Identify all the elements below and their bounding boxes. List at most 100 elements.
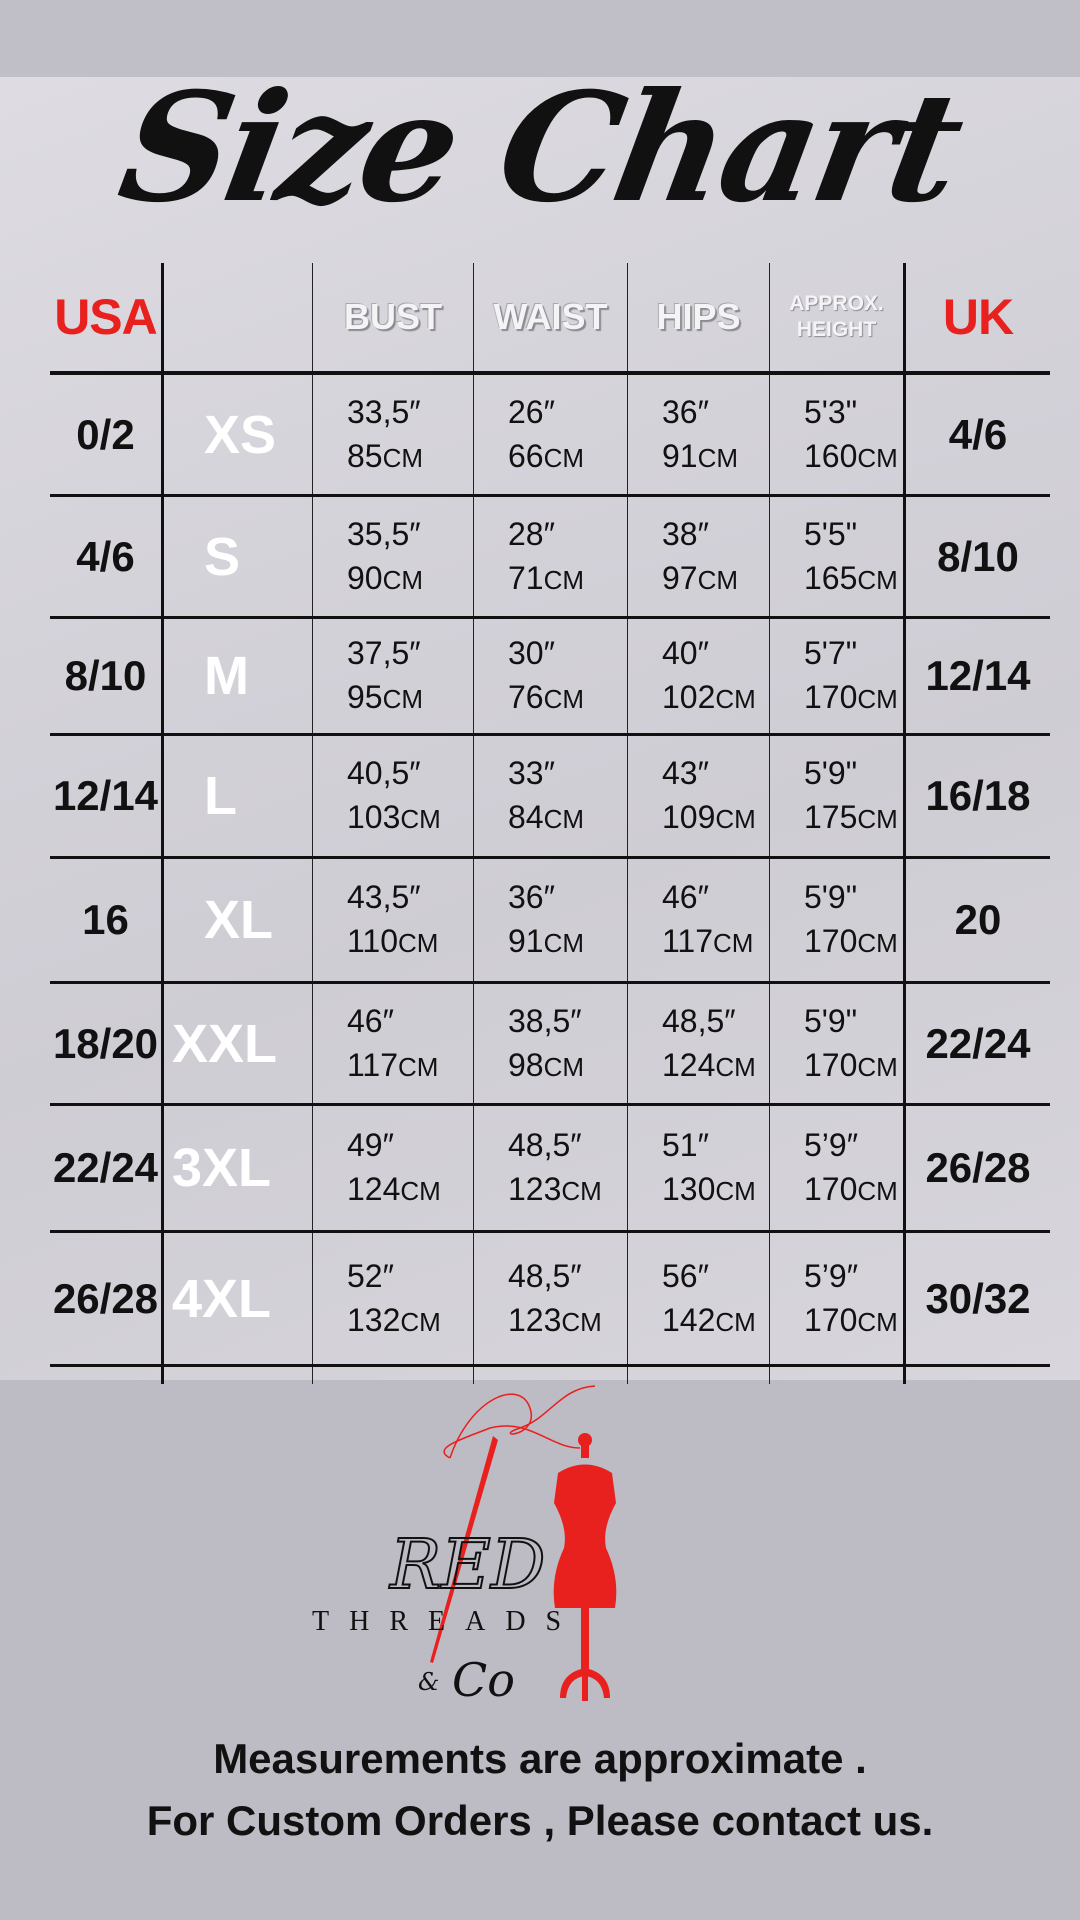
hips-inches: 40″ — [662, 635, 709, 671]
waist-inches: 33″ — [508, 755, 555, 791]
table-row: 4/6 S 35,5″ 90CM 28″ 71CM 38″ 97CM 5'5" 165CM 8/10 — [50, 497, 1050, 619]
hips-cm: 124CM — [662, 1046, 756, 1083]
waist-cm: 91CM — [508, 923, 585, 959]
header-height-line2: HEIGHT — [796, 318, 877, 341]
size-label: L — [164, 736, 313, 856]
usa-size: 16 — [50, 859, 164, 981]
bust-inches: 43,5″ — [347, 879, 421, 915]
height-inches: 5'5" — [804, 515, 858, 552]
size-label: S — [164, 497, 313, 616]
logo-red: RED — [388, 1526, 545, 1605]
bust-inches: 49″ — [347, 1127, 394, 1163]
bust-inches: 37,5″ — [347, 635, 421, 671]
bust-cm: 132CM — [347, 1301, 441, 1338]
height-cm: 170CM — [804, 1301, 898, 1338]
usa-size: 22/24 — [50, 1106, 164, 1230]
size-table: USA BUST WAIST HIPS APPROX. HEIGHT UK 0/… — [50, 263, 1050, 1384]
bust-cm: 103CM — [347, 799, 441, 835]
height-cm: 170CM — [804, 1046, 898, 1083]
bust-inches: 33,5″ — [347, 393, 421, 430]
size-label: XXL — [164, 984, 313, 1103]
header-bust: BUST — [313, 263, 474, 371]
bust-cm: 90CM — [347, 559, 424, 596]
chart-panel — [0, 77, 1080, 1380]
hips-cm: 142CM — [662, 1301, 756, 1338]
waist-cm: 76CM — [508, 679, 585, 715]
hips-cm: 97CM — [662, 559, 739, 596]
bust-cm: 117CM — [347, 1046, 439, 1083]
usa-size: 18/20 — [50, 984, 164, 1103]
bust-value: 46″ 117CM — [313, 984, 474, 1103]
height-value: 5'7" 170CM — [770, 619, 906, 733]
footer-note-2: For Custom Orders , Please contact us. — [146, 1797, 934, 1844]
hips-inches: 38″ — [662, 515, 709, 552]
height-cm: 165CM — [804, 559, 898, 596]
waist-inches: 48,5″ — [508, 1127, 582, 1163]
table-row: 8/10 M 37,5″ 95CM 30″ 76CM 40″ 102CM 5'7" 170CM 12… — [50, 619, 1050, 736]
size-label: M — [164, 619, 313, 733]
waist-value: 48,5″ 123CM — [474, 1233, 628, 1364]
bust-inches: 52″ — [347, 1257, 394, 1294]
height-value: 5'5" 165CM — [770, 497, 906, 616]
waist-value: 28″ 71CM — [474, 497, 628, 616]
hips-value: 36″ 91CM — [628, 375, 770, 494]
header-hips: HIPS — [628, 263, 770, 371]
size-label: XS — [164, 375, 313, 494]
hips-value: 48,5″ 124CM — [628, 984, 770, 1103]
waist-value: 30″ 76CM — [474, 619, 628, 733]
waist-inches: 30″ — [508, 635, 555, 671]
waist-value: 26″ 66CM — [474, 375, 628, 494]
top-band — [0, 0, 1080, 77]
bust-cm: 95CM — [347, 679, 424, 715]
hips-inches: 46″ — [662, 879, 709, 915]
uk-size: 16/18 — [925, 772, 1031, 819]
bust-value: 37,5″ 95CM — [313, 619, 474, 733]
height-inches: 5'9" — [804, 755, 858, 791]
bust-cm: 110CM — [347, 923, 439, 959]
size-label: 4XL — [164, 1233, 313, 1364]
footer-note-1: Measurements are approximate . — [213, 1735, 867, 1782]
uk-size: 20 — [954, 896, 1002, 943]
height-inches: 5’9″ — [804, 1257, 859, 1294]
height-value: 5'9" 175CM — [770, 736, 906, 856]
uk-size: 12/14 — [925, 652, 1031, 699]
height-inches: 5'3" — [804, 393, 858, 430]
bust-inches: 35,5″ — [347, 515, 421, 552]
hips-value: 51″ 130CM — [628, 1106, 770, 1230]
header-usa: USA — [50, 263, 164, 371]
hips-inches: 43″ — [662, 755, 709, 791]
waist-cm: 71CM — [508, 559, 585, 596]
hips-value: 46″ 117CM — [628, 859, 770, 981]
hips-value: 40″ 102CM — [628, 619, 770, 733]
header-waist: WAIST — [474, 263, 628, 371]
uk-size: 4/6 — [948, 410, 1008, 458]
bust-value: 52″ 132CM — [313, 1233, 474, 1364]
hips-value: 43″ 109CM — [628, 736, 770, 856]
logo-threads: THREADS — [312, 1606, 581, 1637]
height-cm: 170CM — [804, 1171, 898, 1207]
dress-form-icon — [553, 1433, 617, 1701]
hips-cm: 130CM — [662, 1171, 756, 1207]
waist-inches: 26″ — [508, 393, 555, 430]
table-row: 26/28 4XL 52″ 132CM 48,5″ 123CM 56″ 142CM 5’9″ 17… — [50, 1233, 1050, 1367]
hips-cm: 102CM — [662, 679, 756, 715]
height-value: 5’9″ 170CM — [770, 1106, 906, 1230]
hips-value: 56″ 142CM — [628, 1233, 770, 1364]
waist-value: 36″ 91CM — [474, 859, 628, 981]
waist-value: 48,5″ 123CM — [474, 1106, 628, 1230]
height-cm: 160CM — [804, 437, 898, 474]
logo-ampersand: & — [418, 1668, 439, 1696]
waist-value: 33″ 84CM — [474, 736, 628, 856]
waist-inches: 28″ — [508, 515, 555, 552]
height-value: 5'9" 170CM — [770, 984, 906, 1103]
height-value: 5'3" 160CM — [770, 375, 906, 494]
usa-size: 4/6 — [50, 497, 164, 616]
height-value: 5'9" 170CM — [770, 859, 906, 981]
size-label: 3XL — [164, 1106, 313, 1230]
hips-inches: 36″ — [662, 393, 709, 430]
usa-size: 26/28 — [50, 1233, 164, 1364]
height-inches: 5'9" — [804, 879, 858, 915]
usa-size: 12/14 — [50, 736, 164, 856]
height-inches: 5’9″ — [804, 1127, 859, 1163]
height-cm: 170CM — [804, 679, 898, 715]
